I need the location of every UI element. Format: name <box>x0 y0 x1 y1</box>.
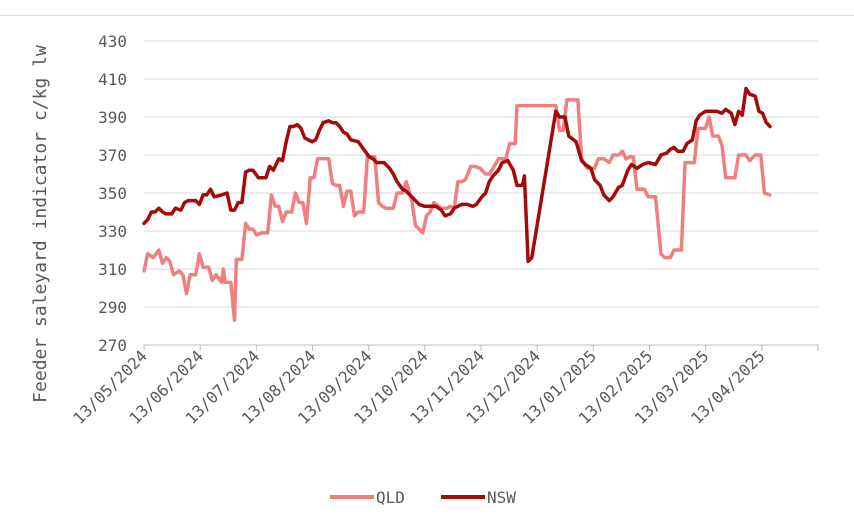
top-divider <box>0 15 854 16</box>
y-tick-label: 310 <box>98 260 127 279</box>
y-tick-label: 330 <box>98 222 127 241</box>
y-tick-label: 410 <box>98 70 127 89</box>
x-axis: 13/05/202413/06/202413/07/202413/08/2024… <box>69 344 819 428</box>
y-tick-label: 390 <box>98 108 127 127</box>
series-line-qld <box>142 98 772 323</box>
y-tick-label: 270 <box>98 336 127 355</box>
legend-label-qld: QLD <box>376 488 405 507</box>
gridlines <box>144 40 818 308</box>
y-tick-label: 430 <box>98 32 127 51</box>
y-tick-label: 350 <box>98 184 127 203</box>
y-tick-label: 290 <box>98 298 127 317</box>
series-lines <box>142 86 772 323</box>
y-axis-ticks: 270 290 310 330 350 370 390 410 430 <box>98 32 127 355</box>
series-line-nsw <box>142 86 772 264</box>
legend: QLD NSW <box>330 488 516 507</box>
y-tick-label: 370 <box>98 146 127 165</box>
legend-label-nsw: NSW <box>487 488 516 507</box>
y-axis-label: Feeder saleyard indicator c/kg lw <box>30 45 51 403</box>
